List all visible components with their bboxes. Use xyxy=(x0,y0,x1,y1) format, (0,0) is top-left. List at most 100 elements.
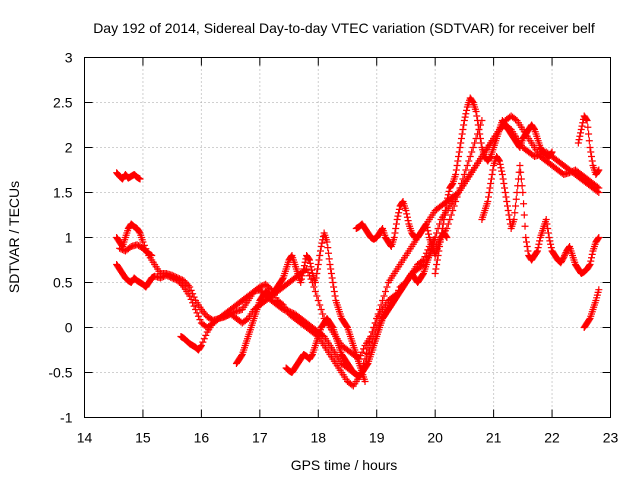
data-point xyxy=(323,238,331,246)
data-point xyxy=(319,310,327,318)
data-point xyxy=(510,216,518,223)
data-point xyxy=(499,175,507,183)
data-point xyxy=(314,297,322,304)
data-point xyxy=(588,254,596,262)
data-point xyxy=(504,207,512,214)
data-point xyxy=(503,202,511,210)
data-point xyxy=(548,148,556,156)
data-point xyxy=(594,167,602,175)
series-s4 xyxy=(116,241,156,259)
data-point xyxy=(522,234,530,241)
data-point xyxy=(544,229,552,237)
data-point xyxy=(595,184,603,192)
data-point xyxy=(476,130,484,138)
data-point xyxy=(331,292,339,300)
data-point xyxy=(455,148,463,156)
data-point xyxy=(318,239,326,247)
y-axis-label: SDTVAR / TECUs xyxy=(6,181,22,293)
data-point xyxy=(444,191,452,199)
data-point xyxy=(196,316,204,324)
data-point xyxy=(447,211,455,219)
data-point xyxy=(383,283,391,291)
data-point xyxy=(393,216,401,223)
data-point xyxy=(595,286,603,294)
data-point xyxy=(585,130,593,138)
data-point xyxy=(442,232,450,240)
data-point xyxy=(544,225,552,232)
data-point xyxy=(486,154,494,162)
data-point xyxy=(476,135,484,142)
data-point xyxy=(308,266,316,274)
data-point xyxy=(184,281,192,289)
data-point xyxy=(403,213,411,221)
data-point xyxy=(463,106,471,114)
data-point xyxy=(424,227,432,235)
data-point xyxy=(186,283,194,291)
data-point xyxy=(192,306,200,313)
data-point xyxy=(297,275,305,283)
data-point xyxy=(312,274,320,282)
data-point xyxy=(488,171,496,178)
data-point xyxy=(560,253,568,261)
data-point xyxy=(500,180,508,187)
data-point xyxy=(576,132,584,140)
data-point xyxy=(435,247,443,255)
data-point xyxy=(583,117,591,124)
data-point xyxy=(442,202,450,210)
x-tick-label: 14 xyxy=(77,430,93,446)
series-s12 xyxy=(580,286,603,331)
data-point xyxy=(498,167,506,175)
data-point xyxy=(423,223,431,231)
data-points xyxy=(113,94,603,390)
data-point xyxy=(498,171,506,178)
data-point xyxy=(148,252,156,259)
data-point xyxy=(317,243,325,250)
data-point xyxy=(187,295,195,303)
data-point xyxy=(466,153,474,160)
data-point xyxy=(306,256,314,264)
y-tick-label: 2 xyxy=(65,140,73,156)
x-tick-label: 18 xyxy=(310,430,326,446)
x-tick-label: 21 xyxy=(486,430,502,446)
data-point xyxy=(579,119,587,127)
data-point xyxy=(434,252,442,259)
data-point xyxy=(495,157,503,165)
data-point xyxy=(475,126,483,133)
data-point xyxy=(443,234,451,241)
data-point xyxy=(574,139,582,147)
data-point xyxy=(300,265,308,273)
data-point xyxy=(520,211,528,219)
data-point xyxy=(455,153,463,160)
data-point xyxy=(189,299,197,307)
data-point xyxy=(452,198,460,205)
data-point xyxy=(402,207,410,214)
data-point xyxy=(404,217,412,225)
data-point xyxy=(313,270,321,277)
data-point xyxy=(460,121,468,129)
data-point xyxy=(473,112,481,120)
data-point xyxy=(459,126,467,133)
x-tick-label: 23 xyxy=(603,430,619,446)
data-point xyxy=(458,130,466,138)
data-point xyxy=(594,235,602,243)
data-point xyxy=(433,256,441,264)
y-tick-label: 2.5 xyxy=(53,95,73,111)
data-point xyxy=(520,200,528,208)
data-point xyxy=(543,220,551,228)
data-point xyxy=(445,187,453,195)
x-tick-label: 15 xyxy=(135,430,151,446)
data-point xyxy=(135,228,143,236)
data-point xyxy=(438,225,446,232)
y-tick-labels: -1 -0.5 0 0.5 1 1.5 2 2.5 3 xyxy=(48,50,72,426)
y-tick-label: -1 xyxy=(60,410,73,426)
data-point xyxy=(362,349,370,357)
data-point xyxy=(299,268,307,276)
series-s7 xyxy=(282,234,439,381)
data-point xyxy=(533,248,541,256)
data-point xyxy=(392,220,400,228)
data-point xyxy=(484,193,492,201)
data-point xyxy=(330,283,338,291)
data-point xyxy=(453,162,461,169)
data-point xyxy=(495,156,503,164)
